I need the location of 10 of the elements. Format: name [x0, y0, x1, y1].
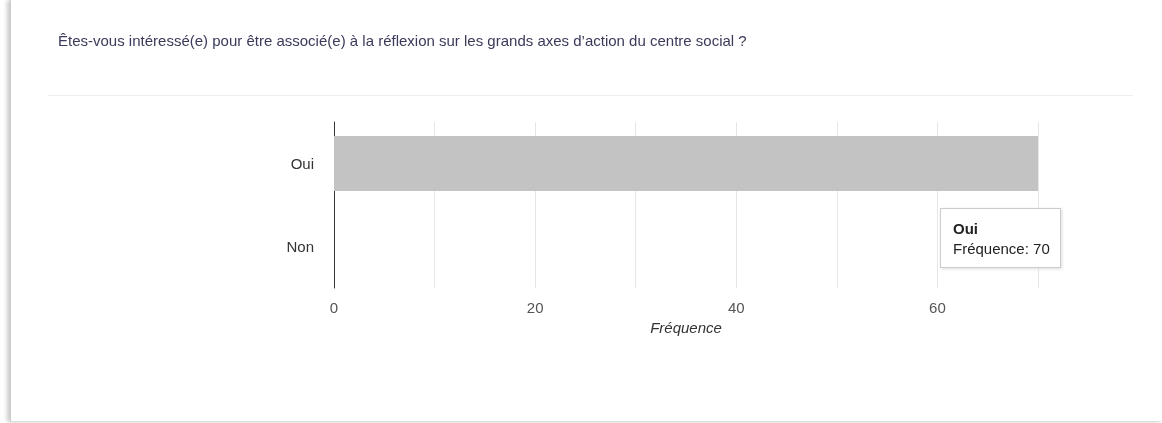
- chart-title: Êtes-vous intéressé(e) pour être associé(e) à la réflexion sur les grands axes d’action du centre social ?: [58, 32, 747, 49]
- callout-box: Oui Fréquence: 70: [940, 208, 1061, 268]
- x-tick-label: 40: [727, 299, 745, 316]
- y-tick-label: Oui: [290, 155, 314, 172]
- x-axis-title: Fréquence: [650, 319, 722, 336]
- annotation: Oui Fréquence: 70: [953, 219, 1050, 259]
- x-tick-label: 60: [929, 299, 946, 316]
- x-tick-label: 20: [526, 299, 544, 316]
- x-tick-label: 0: [329, 299, 339, 316]
- y-tick-label: Non: [286, 238, 314, 255]
